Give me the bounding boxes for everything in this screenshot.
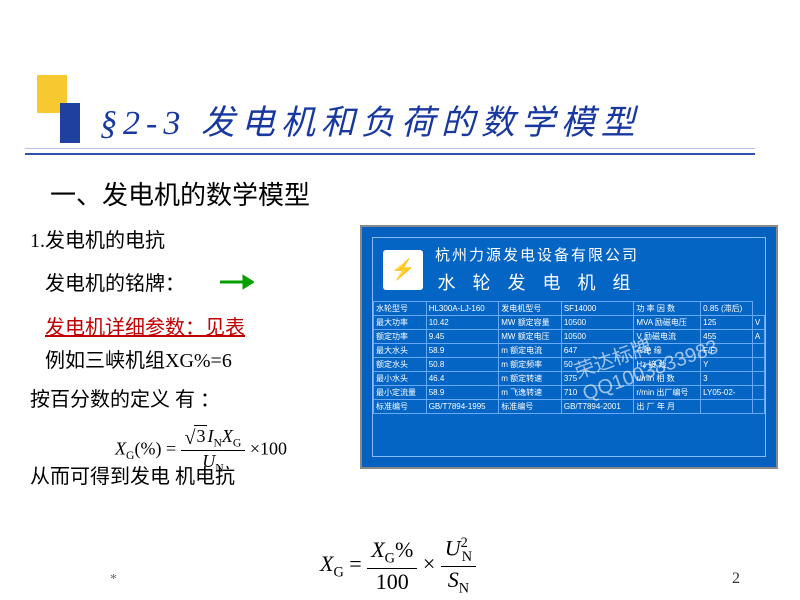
nameplate-cell: GB/T7894-1995 (426, 400, 499, 414)
params-link[interactable]: 发电机详细参数：见表 (45, 311, 245, 340)
nameplate-cell: 额定水头 (374, 358, 427, 372)
nameplate-cell: 标准编号 (374, 400, 427, 414)
nameplate-cell: 647 (561, 344, 634, 358)
company-logo-icon: ⚡ (383, 250, 423, 290)
nameplate-cell: 375 (561, 372, 634, 386)
nameplate-cell: 46.4 (426, 372, 499, 386)
nameplate-cell: 0.85 (滞后) (701, 302, 753, 316)
nameplate-cell: 发电机型号 (499, 302, 562, 316)
nameplate-cell: r/min 出厂编号 (634, 386, 701, 400)
nameplate-cell: 最小定流量 (374, 386, 427, 400)
formula-2: XG = XG% 100 × U2N SN (320, 535, 476, 597)
page-number: 2 (732, 570, 740, 588)
product-name: 水 轮 发 电 机 组 (435, 269, 639, 295)
nameplate-cell: 10.42 (426, 316, 499, 330)
nameplate-cell: 50.8 (426, 358, 499, 372)
nameplate-cell (752, 344, 764, 358)
nameplate-cell: LY05-02- (701, 386, 753, 400)
nameplate-cell (752, 358, 764, 372)
nameplate-cell: 58.9 (426, 344, 499, 358)
nameplate-cell: 水轮型号 (374, 302, 427, 316)
nameplate-cell: r/min 相 数 (634, 372, 701, 386)
nameplate-cell (752, 372, 764, 386)
nameplate-cell: 标准编号 (499, 400, 562, 414)
nameplate-cell (752, 400, 764, 414)
nameplate-cell: m 额定电流 (499, 344, 562, 358)
nameplate-cell: m 额定频率 (499, 358, 562, 372)
formula-1: XG(%) = 3INXG UN ×100 (115, 426, 287, 475)
slide-title: §2-3 发电机和负荷的数学模型 (100, 95, 641, 144)
nameplate-cell: 额定功率 (374, 330, 427, 344)
nameplate-cell: SF14000 (561, 302, 634, 316)
nameplate-cell (701, 400, 753, 414)
title-decoration (25, 75, 85, 160)
nameplate-cell: 10500 (561, 316, 634, 330)
nameplate-photo: ⚡ 杭州力源发电设备有限公司 水 轮 发 电 机 组 水轮型号HL300A-LJ… (360, 225, 778, 469)
nameplate-cell: 出 厂 年 月 (634, 400, 701, 414)
nameplate-cell: 最大功率 (374, 316, 427, 330)
nameplate-cell: 455 (701, 330, 753, 344)
nameplate-cell: 9.45 (426, 330, 499, 344)
nameplate-cell: A 绝 缘 (634, 344, 701, 358)
nameplate-cell: 功 率 因 数 (634, 302, 701, 316)
nameplate-cell: HL300A-LJ-160 (426, 302, 499, 316)
nameplate-cell: Y (701, 358, 753, 372)
nameplate-cell: V (752, 316, 764, 330)
nameplate-cell: m 飞逸转速 (499, 386, 562, 400)
nameplate-table: 水轮型号HL300A-LJ-160发电机型号SF14000功 率 因 数0.85… (373, 301, 765, 414)
nameplate-cell: A (752, 330, 764, 344)
nameplate-cell: m 额定转速 (499, 372, 562, 386)
nameplate-cell: 最小水头 (374, 372, 427, 386)
nameplate-cell: 3 (701, 372, 753, 386)
company-name: 杭州力源发电设备有限公司 (435, 244, 639, 265)
section-heading: 一、发电机的数学模型 (50, 175, 770, 212)
nameplate-cell: MW 额定电压 (499, 330, 562, 344)
arrow-right-icon (218, 273, 254, 297)
nameplate-cell: 710 (561, 386, 634, 400)
nameplate-cell: 最大水头 (374, 344, 427, 358)
nameplate-cell: 10500 (561, 330, 634, 344)
nameplate-cell: 50 (561, 358, 634, 372)
nameplate-cell: F/F (701, 344, 753, 358)
nameplate-cell (752, 386, 764, 400)
nameplate-cell: 125 (701, 316, 753, 330)
footer-asterisk: * (110, 572, 117, 588)
nameplate-cell: MW 额定容量 (499, 316, 562, 330)
nameplate-cell: Hz 接 线 (634, 358, 701, 372)
nameplate-cell: MVA 励磁电压 (634, 316, 701, 330)
nameplate-cell: V 励磁电流 (634, 330, 701, 344)
nameplate-cell: GB/T7894-2001 (561, 400, 634, 414)
nameplate-cell: 58.9 (426, 386, 499, 400)
